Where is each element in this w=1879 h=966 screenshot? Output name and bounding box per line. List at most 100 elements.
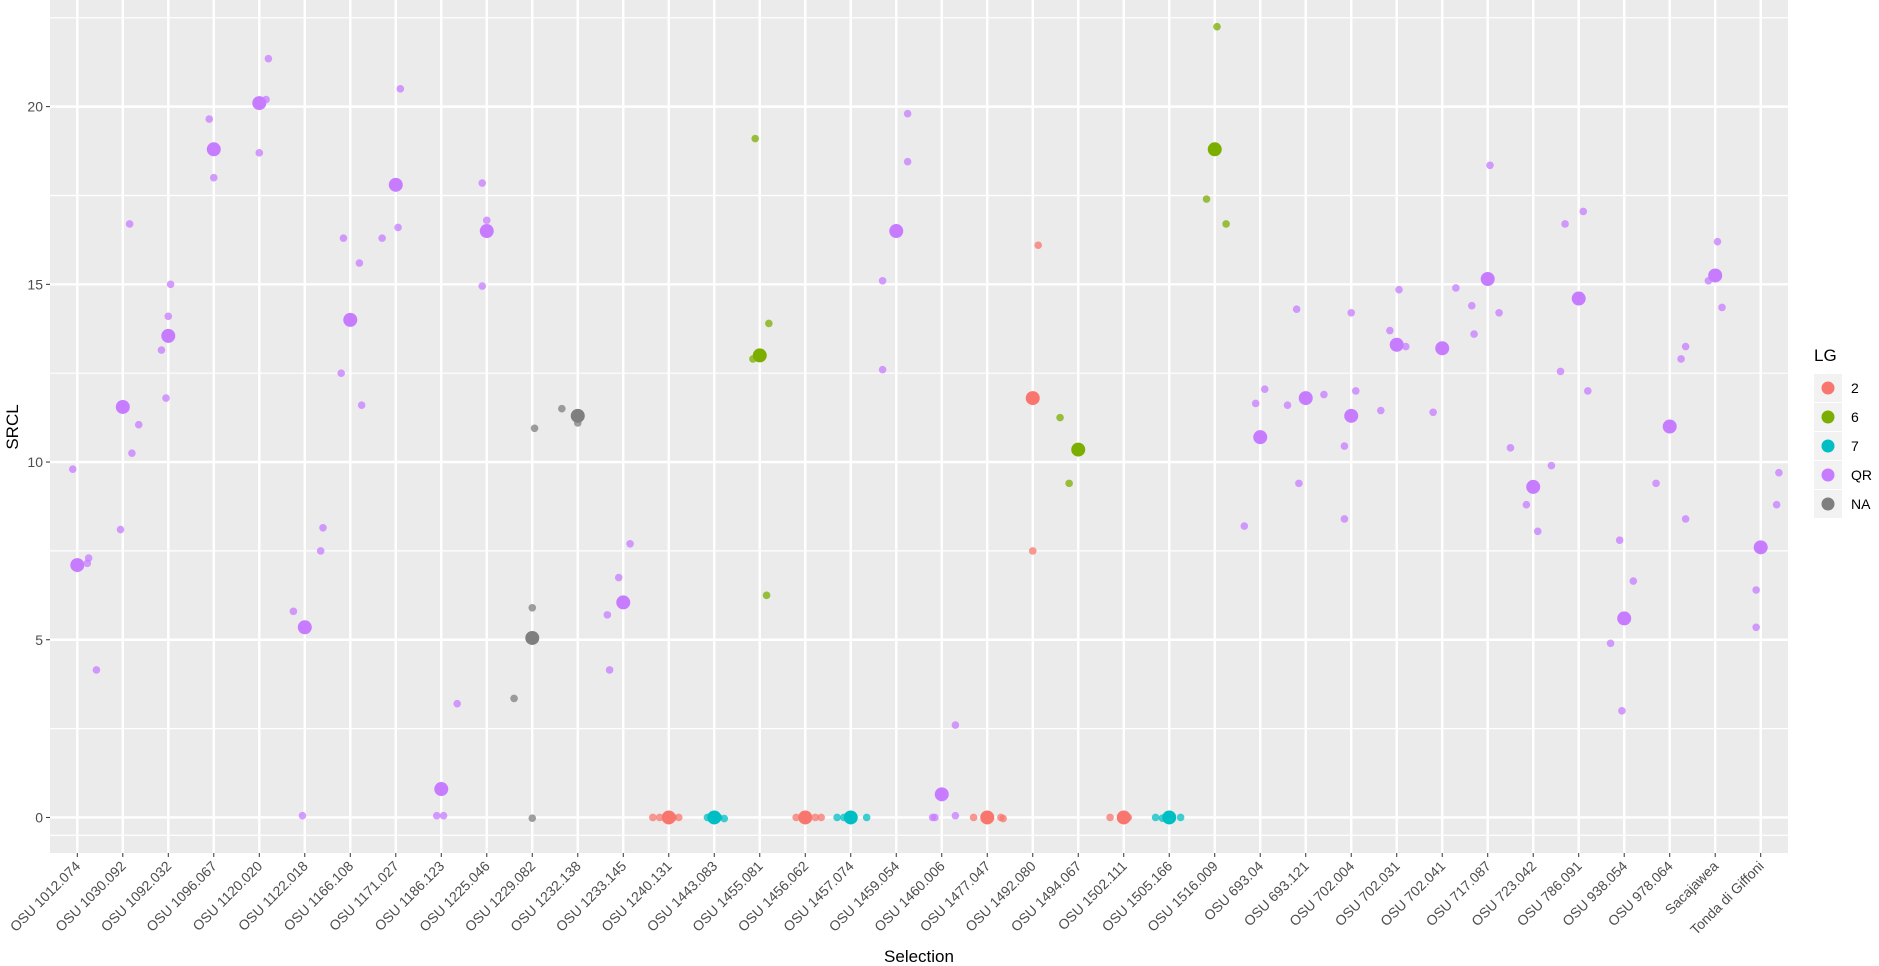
- mean-point: [1753, 540, 1768, 555]
- observation-point: [68, 465, 77, 473]
- mean-point: [343, 312, 358, 327]
- observation-point: [903, 109, 912, 118]
- observation-point: [1222, 220, 1230, 228]
- mean-point: [752, 348, 767, 363]
- legend-label: NA: [1851, 496, 1871, 512]
- observation-point: [1561, 220, 1569, 228]
- mean-point: [297, 620, 312, 635]
- observation-point: [1681, 342, 1690, 351]
- mean-point: [206, 142, 221, 157]
- mean-point: [934, 787, 949, 802]
- observation-point: [528, 814, 537, 822]
- legend-swatch: [1821, 497, 1835, 511]
- mean-point: [1207, 142, 1222, 157]
- observation-point: [264, 54, 273, 63]
- observation-point: [453, 699, 462, 708]
- observation-point: [1260, 385, 1269, 393]
- mean-points: [70, 96, 1768, 825]
- observation-point: [289, 607, 298, 616]
- observation-point: [478, 179, 487, 187]
- observation-point: [1713, 237, 1722, 246]
- major-gridlines: [50, 0, 1788, 853]
- mean-point: [1571, 291, 1586, 306]
- observation-point: [316, 547, 325, 555]
- observation-point: [1584, 387, 1592, 395]
- mean-point: [1662, 419, 1677, 434]
- observation-point: [357, 401, 366, 409]
- observation-point: [999, 814, 1007, 823]
- observation-point: [378, 234, 386, 242]
- observation-point: [337, 369, 345, 377]
- mean-point: [1389, 337, 1404, 352]
- observation-point: [765, 319, 773, 328]
- mean-point: [388, 177, 403, 192]
- y-tick-label: 5: [35, 632, 43, 648]
- observation-point: [1340, 515, 1349, 523]
- observation-point: [1486, 161, 1494, 170]
- observation-point: [1681, 515, 1690, 523]
- observation-point: [355, 259, 364, 267]
- observation-point: [1151, 813, 1160, 822]
- observation-point: [1772, 500, 1781, 509]
- observation-point: [319, 523, 327, 532]
- observation-point: [931, 813, 939, 822]
- observation-point: [1176, 813, 1185, 822]
- observation-point: [1629, 577, 1638, 585]
- observation-point: [1295, 479, 1303, 488]
- legend-title: LG: [1814, 346, 1837, 365]
- legend-label: QR: [1851, 467, 1872, 483]
- observation-point: [1556, 367, 1565, 376]
- observation-point: [878, 365, 887, 374]
- observation-point: [1240, 522, 1249, 530]
- mean-point: [1025, 391, 1040, 406]
- y-axis-ticks: 0 5 10 15 20: [27, 99, 50, 825]
- observation-point: [1615, 536, 1624, 545]
- legend-label: 6: [1851, 409, 1859, 425]
- y-tick-label: 0: [35, 809, 43, 825]
- observation-point: [833, 813, 841, 822]
- observation-points: [68, 22, 1783, 823]
- mean-point: [115, 399, 130, 414]
- mean-point: [980, 810, 995, 825]
- observation-point: [510, 694, 518, 703]
- observation-point: [298, 811, 307, 820]
- y-tick-label: 20: [27, 99, 43, 115]
- mean-point: [1298, 391, 1313, 406]
- observation-point: [1402, 342, 1410, 351]
- mean-point: [1253, 430, 1268, 445]
- observation-point: [1718, 303, 1726, 312]
- observation-point: [1320, 390, 1328, 399]
- y-tick-label: 10: [27, 454, 43, 470]
- observation-point: [1292, 305, 1301, 314]
- observation-point: [1251, 399, 1260, 408]
- observation-point: [1522, 500, 1531, 509]
- mean-point: [1344, 408, 1359, 423]
- observation-point: [649, 813, 657, 822]
- observation-point: [394, 223, 402, 232]
- observation-point: [125, 220, 134, 228]
- y-axis-title: SRCL: [3, 404, 22, 449]
- observation-point: [605, 666, 614, 674]
- mean-point: [843, 810, 858, 825]
- mean-point: [161, 328, 176, 343]
- observation-point: [720, 814, 729, 823]
- mean-point: [1116, 810, 1131, 825]
- observation-point: [432, 811, 441, 820]
- observation-point: [951, 721, 960, 729]
- observation-point: [1495, 308, 1503, 317]
- plot-panel: [50, 0, 1788, 853]
- observation-point: [83, 559, 92, 568]
- mean-point: [434, 782, 449, 797]
- legend-swatch: [1821, 381, 1835, 395]
- y-tick-label: 15: [27, 276, 43, 292]
- observation-point: [1056, 413, 1064, 422]
- observation-point: [134, 420, 143, 429]
- observation-point: [762, 591, 771, 600]
- observation-point: [1467, 301, 1476, 310]
- observation-point: [1429, 408, 1437, 417]
- observation-point: [969, 813, 978, 822]
- observation-point: [255, 149, 264, 157]
- observation-point: [903, 157, 912, 166]
- observation-point: [1106, 813, 1114, 822]
